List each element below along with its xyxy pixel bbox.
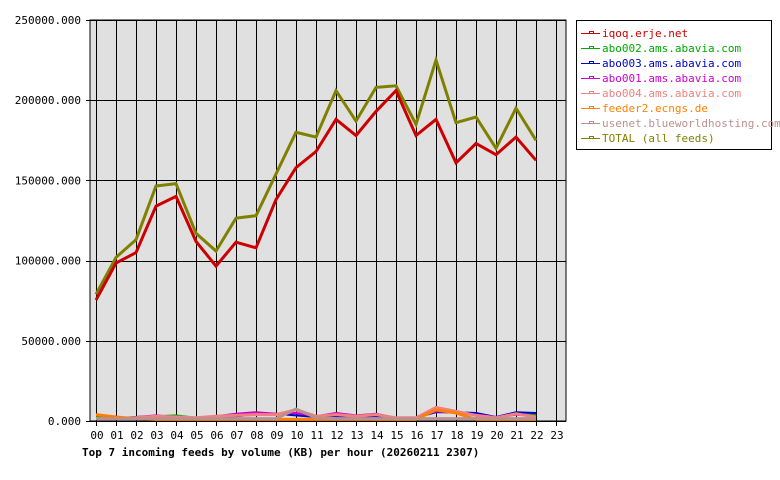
legend-item: iqoq.erje.net [581,26,688,41]
legend-item: abo001.ams.abavia.com [581,71,741,86]
x-axis: 00 01 02 03 04 05 06 07 08 09 10 11 12 13 14 15 16 17 18 19… [90,421,564,442]
x-tick-label: 11 [310,429,323,442]
x-tick-label: 05 [190,429,203,442]
legend-line-marker-icon [581,59,600,68]
plot-area [89,19,567,422]
legend-line-marker-icon [581,89,600,98]
x-tick-label: 18 [450,429,463,442]
x-tick-label: 12 [330,429,343,442]
x-tick-label: 15 [390,429,403,442]
legend-line-marker-icon [581,104,600,113]
x-tick-label: 07 [230,429,243,442]
legend-label: abo001.ams.abavia.com [602,72,742,85]
legend-item: usenet.blueworldhosting.com [581,116,780,131]
x-tick-label: 16 [410,429,423,442]
legend-item: abo004.ams.abavia.com [581,86,741,101]
y-tick-label: 100000.000 [15,255,81,268]
chart-title: Top 7 incoming feeds by volume (KB) per … [82,446,479,459]
x-tick-label: 19 [470,429,483,442]
legend-item: feeder2.ecngs.de [581,101,708,116]
x-tick-label: 21 [510,429,523,442]
legend-item: abo003.ams.abavia.com [581,56,741,71]
x-tick-label: 06 [210,429,223,442]
y-tick-label: 50000.000 [21,335,81,348]
x-tick-label: 04 [170,429,184,442]
legend-line-marker-icon [581,134,600,143]
legend-line-marker-icon [581,119,600,128]
legend-label: feeder2.ecngs.de [602,102,708,115]
x-tick-label: 13 [350,429,363,442]
legend-item: TOTAL (all feeds) [581,131,715,146]
x-tick-label: 14 [370,429,384,442]
legend-label: TOTAL (all feeds) [602,132,715,145]
y-tick-label: 150000.000 [15,174,81,187]
legend-label: usenet.blueworldhosting.com [602,117,780,130]
legend-item: abo002.ams.abavia.com [581,41,741,56]
x-tick-label: 23 [550,429,563,442]
y-tick-label: 0.000 [48,415,81,428]
x-tick-label: 02 [130,429,143,442]
x-tick-label: 03 [150,429,163,442]
legend-line-marker-icon [581,44,600,53]
legend-label: abo002.ams.abavia.com [602,42,742,55]
x-tick-label: 20 [490,429,503,442]
legend-line-marker-icon [581,29,600,38]
legend: iqoq.erje.net abo002.ams.abavia.com abo003… [576,20,780,150]
y-tick-label: 200000.000 [15,94,81,107]
x-tick-label: 22 [530,429,543,442]
x-tick-label: 10 [290,429,303,442]
y-axis: 0.000 50000.000 100000.000 150000.000 200000… [15,14,90,428]
x-tick-label: 09 [270,429,283,442]
legend-label: iqoq.erje.net [602,27,689,40]
x-tick-label: 08 [250,429,263,442]
y-tick-label: 250000.000 [15,14,81,27]
legend-label: abo004.ams.abavia.com [602,87,742,100]
legend-line-marker-icon [581,74,600,83]
series-line-total-all-feeds [94,55,538,296]
x-tick-label: 01 [110,429,123,442]
series-line-iqoq-erje-net [94,87,538,301]
x-tick-label: 00 [90,429,103,442]
x-tick-label: 17 [430,429,443,442]
series-lines [94,55,538,421]
legend-label: abo003.ams.abavia.com [602,57,742,70]
series-line-usenet-blueworldhosting-com [96,407,536,421]
